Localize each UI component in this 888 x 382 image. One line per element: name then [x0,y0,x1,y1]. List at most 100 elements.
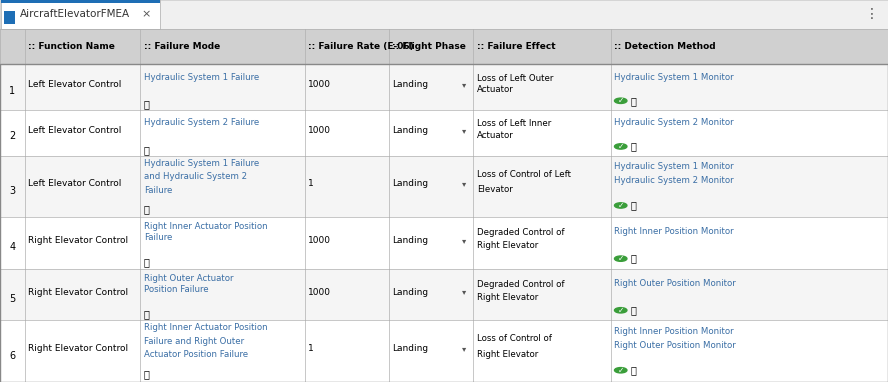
Text: Failure: Failure [144,233,172,242]
Text: Position Failure: Position Failure [144,285,209,294]
Text: 🔗: 🔗 [144,257,150,267]
Text: ⋮: ⋮ [865,7,879,21]
Text: ▾: ▾ [462,344,466,353]
Text: Right Inner Position Monitor: Right Inner Position Monitor [614,227,734,236]
Text: Loss of Left Outer: Loss of Left Outer [477,73,553,83]
Text: Right Inner Actuator Position: Right Inner Actuator Position [144,222,267,231]
Text: Actuator: Actuator [477,85,513,94]
Circle shape [614,98,627,104]
Text: Degraded Control of: Degraded Control of [477,280,565,289]
Text: :: Failure Rate (E-06): :: Failure Rate (E-06) [308,42,414,51]
Text: ✓: ✓ [617,96,624,105]
Text: AircraftElevatorFMEA: AircraftElevatorFMEA [20,9,130,19]
Text: 🔗: 🔗 [630,96,637,106]
FancyBboxPatch shape [1,0,160,3]
FancyBboxPatch shape [0,29,888,64]
Text: Hydraulic System 2 Failure: Hydraulic System 2 Failure [144,118,259,127]
Text: 1000: 1000 [308,126,331,135]
Polygon shape [1,0,160,29]
Text: Loss of Left Inner: Loss of Left Inner [477,119,551,128]
Text: 🔗: 🔗 [144,99,150,109]
Text: Left Elevator Control: Left Elevator Control [28,80,122,89]
FancyBboxPatch shape [0,110,888,155]
Text: ✓: ✓ [617,201,624,210]
Text: 🔗: 🔗 [630,201,637,210]
Text: Right Inner Position Monitor: Right Inner Position Monitor [614,327,734,336]
Text: Landing: Landing [392,179,429,188]
Text: and Hydraulic System 2: and Hydraulic System 2 [144,172,247,181]
Text: 🔗: 🔗 [144,369,150,379]
Text: :: Detection Method: :: Detection Method [614,42,716,51]
Text: 1: 1 [308,179,313,188]
Text: Failure and Right Outer: Failure and Right Outer [144,337,244,346]
Text: ▾: ▾ [462,288,466,296]
Text: 2: 2 [9,131,16,141]
Text: Right Outer Actuator: Right Outer Actuator [144,274,234,283]
Text: ▾: ▾ [462,126,466,135]
Text: Landing: Landing [392,126,429,135]
Text: Degraded Control of: Degraded Control of [477,228,565,237]
Text: Hydraulic System 2 Monitor: Hydraulic System 2 Monitor [614,118,734,127]
Text: 🔗: 🔗 [144,145,150,155]
Text: ▾: ▾ [462,179,466,188]
Text: ▾: ▾ [462,236,466,245]
Circle shape [614,256,627,261]
Text: :: Flight Phase: :: Flight Phase [392,42,466,51]
Circle shape [614,308,627,313]
Text: ✓: ✓ [617,306,624,315]
Text: 1: 1 [10,86,15,96]
Text: Landing: Landing [392,80,429,89]
Text: Right Elevator Control: Right Elevator Control [28,288,129,296]
Text: Hydraulic System 1 Monitor: Hydraulic System 1 Monitor [614,162,734,171]
Text: :: Function Name: :: Function Name [28,42,115,51]
Circle shape [614,203,627,208]
FancyBboxPatch shape [0,217,888,269]
Text: 🔗: 🔗 [144,309,150,319]
Text: 5: 5 [9,294,16,304]
Text: Hydraulic System 2 Monitor: Hydraulic System 2 Monitor [614,176,734,185]
Text: Hydraulic System 1 Monitor: Hydraulic System 1 Monitor [614,73,734,82]
Text: Actuator: Actuator [477,131,513,139]
Text: Left Elevator Control: Left Elevator Control [28,179,122,188]
Text: Landing: Landing [392,236,429,245]
Text: Right Elevator Control: Right Elevator Control [28,236,129,245]
Text: Loss of Control of Left: Loss of Control of Left [477,170,571,179]
Text: Right Elevator Control: Right Elevator Control [28,344,129,353]
Text: 🔗: 🔗 [630,365,637,375]
Text: 🔗: 🔗 [630,305,637,315]
Text: Hydraulic System 1 Failure: Hydraulic System 1 Failure [144,73,259,82]
Text: ×: × [141,9,151,19]
FancyBboxPatch shape [0,320,888,382]
Text: 6: 6 [10,351,15,361]
Text: Right Inner Actuator Position: Right Inner Actuator Position [144,323,267,332]
Text: Right Elevator: Right Elevator [477,350,538,359]
Text: Right Elevator: Right Elevator [477,241,538,250]
Text: 3: 3 [10,186,15,196]
Text: Landing: Landing [392,288,429,296]
Text: 1: 1 [308,344,313,353]
Text: 🔗: 🔗 [630,254,637,264]
Text: ▾: ▾ [462,80,466,89]
Text: 1000: 1000 [308,80,331,89]
Text: 1000: 1000 [308,288,331,296]
Text: Elevator: Elevator [477,185,512,194]
Circle shape [614,144,627,149]
Text: Left Elevator Control: Left Elevator Control [28,126,122,135]
Text: Right Outer Position Monitor: Right Outer Position Monitor [614,279,736,288]
Text: Failure: Failure [144,186,172,194]
Text: :: Failure Mode: :: Failure Mode [144,42,220,51]
FancyBboxPatch shape [0,269,888,320]
Text: ✓: ✓ [617,366,624,375]
Text: Right Elevator: Right Elevator [477,293,538,302]
Text: Actuator Position Failure: Actuator Position Failure [144,350,248,359]
Text: Hydraulic System 1 Failure: Hydraulic System 1 Failure [144,159,259,168]
Text: 🔗: 🔗 [630,141,637,151]
Text: ✓: ✓ [617,254,624,263]
Text: Right Outer Position Monitor: Right Outer Position Monitor [614,341,736,350]
FancyBboxPatch shape [4,11,15,24]
FancyBboxPatch shape [0,64,888,110]
Text: :: Failure Effect: :: Failure Effect [477,42,556,51]
Text: Loss of Control of: Loss of Control of [477,334,551,343]
Text: Landing: Landing [392,344,429,353]
Circle shape [614,367,627,373]
